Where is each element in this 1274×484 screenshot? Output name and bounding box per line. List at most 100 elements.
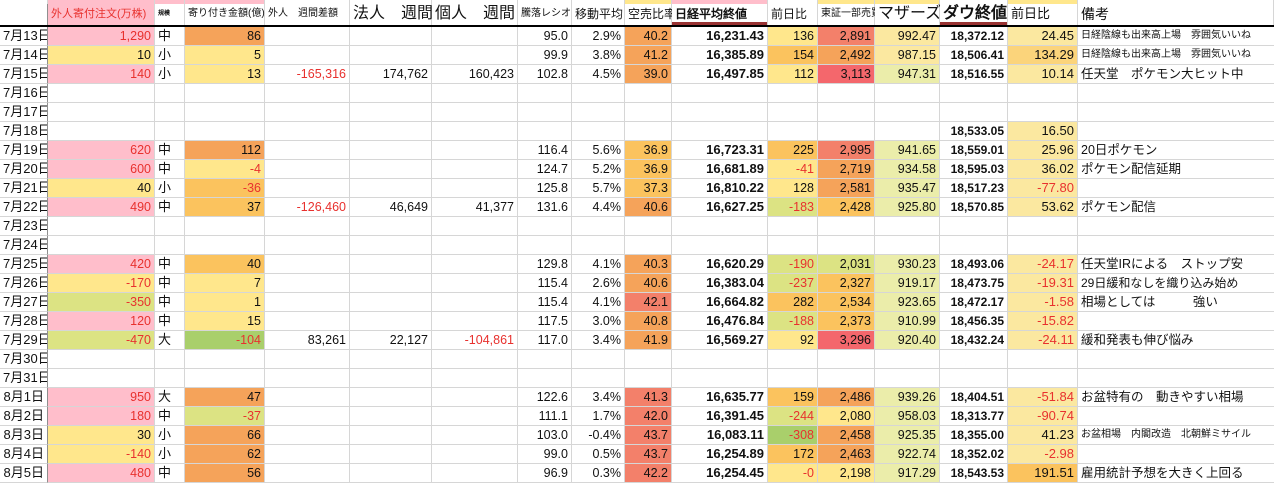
cell-short[interactable]: 42.1 [625, 293, 672, 312]
cell-size[interactable] [155, 217, 185, 236]
cell-dow[interactable]: 18,473.75 [940, 274, 1008, 293]
cell-hojin[interactable] [350, 122, 432, 141]
cell-ma[interactable]: 3.4% [572, 331, 625, 350]
cell-nikkei[interactable]: 16,254.89 [672, 445, 768, 464]
cell-memo[interactable]: ポケモン配信 [1078, 198, 1274, 217]
row-date[interactable]: 7月31日 [0, 369, 48, 388]
cell-hojin[interactable] [350, 46, 432, 65]
header-mothers[interactable]: マザーズ [875, 4, 941, 25]
cell-kojin[interactable]: 41,377 [432, 198, 518, 217]
cell-amount[interactable]: 5 [185, 46, 265, 65]
cell-short[interactable] [625, 236, 672, 255]
cell-order[interactable] [48, 369, 155, 388]
cell-dow[interactable]: 18,570.85 [940, 198, 1008, 217]
cell-mothers[interactable]: 935.47 [875, 179, 940, 198]
cell-short[interactable]: 40.2 [625, 27, 672, 46]
cell-ma[interactable]: 4.1% [572, 255, 625, 274]
cell-diff[interactable]: -237 [768, 274, 818, 293]
cell-ma[interactable] [572, 103, 625, 122]
cell-ma[interactable] [572, 236, 625, 255]
row-date[interactable]: 7月17日 [0, 103, 48, 122]
cell-gaijin[interactable] [265, 388, 350, 407]
cell-dow[interactable]: 18,432.24 [940, 331, 1008, 350]
cell-kojin[interactable]: -104,861 [432, 331, 518, 350]
cell-ratio[interactable] [518, 217, 572, 236]
cell-kojin[interactable] [432, 141, 518, 160]
cell-nikkei[interactable]: 16,681.89 [672, 160, 768, 179]
cell-ma[interactable]: 3.0% [572, 312, 625, 331]
cell-amount[interactable]: 13 [185, 65, 265, 84]
cell-tosho[interactable] [818, 122, 875, 141]
cell-nikkei[interactable]: 16,635.77 [672, 388, 768, 407]
cell-ratio[interactable]: 102.8 [518, 65, 572, 84]
cell-mothers[interactable] [875, 217, 940, 236]
cell-memo[interactable]: 相場としては 強い [1078, 293, 1274, 312]
row-date[interactable]: 7月18日 [0, 122, 48, 141]
cell-short[interactable] [625, 369, 672, 388]
cell-gaijin[interactable]: -165,316 [265, 65, 350, 84]
cell-amount[interactable]: 66 [185, 426, 265, 445]
cell-memo[interactable]: ポケモン配信延期 [1078, 160, 1274, 179]
cell-dow[interactable]: 18,559.01 [940, 141, 1008, 160]
cell-size[interactable]: 中 [155, 312, 185, 331]
cell-gaijin[interactable] [265, 312, 350, 331]
cell-ma[interactable]: 0.5% [572, 445, 625, 464]
cell-memo[interactable] [1078, 369, 1274, 388]
cell-amount[interactable] [185, 103, 265, 122]
cell-size[interactable] [155, 350, 185, 369]
cell-diff[interactable] [768, 236, 818, 255]
cell-dowdiff[interactable]: 24.45 [1008, 27, 1078, 46]
cell-short[interactable]: 41.3 [625, 388, 672, 407]
header-gaijin[interactable]: 外人 週間差額 [265, 4, 350, 25]
cell-ma[interactable] [572, 122, 625, 141]
row-date[interactable]: 7月25日 [0, 255, 48, 274]
cell-tosho[interactable]: 2,719 [818, 160, 875, 179]
cell-mothers[interactable] [875, 350, 940, 369]
cell-nikkei[interactable] [672, 369, 768, 388]
cell-mothers[interactable] [875, 122, 940, 141]
cell-memo[interactable]: 29日緩和なしを織り込み始め [1078, 274, 1274, 293]
cell-dowdiff[interactable]: -24.17 [1008, 255, 1078, 274]
cell-memo[interactable] [1078, 236, 1274, 255]
cell-amount[interactable]: 86 [185, 27, 265, 46]
cell-order[interactable]: -170 [48, 274, 155, 293]
cell-kojin[interactable] [432, 236, 518, 255]
header-tosho[interactable]: 東証一部売買 [818, 4, 881, 25]
cell-memo[interactable] [1078, 350, 1274, 369]
cell-gaijin[interactable] [265, 464, 350, 483]
cell-nikkei[interactable] [672, 103, 768, 122]
cell-nikkei[interactable]: 16,497.85 [672, 65, 768, 84]
cell-amount[interactable] [185, 236, 265, 255]
cell-ma[interactable] [572, 350, 625, 369]
cell-kojin[interactable] [432, 160, 518, 179]
cell-kojin[interactable] [432, 369, 518, 388]
cell-ma[interactable] [572, 369, 625, 388]
row-date[interactable]: 7月26日 [0, 274, 48, 293]
row-date[interactable]: 8月5日 [0, 464, 48, 483]
cell-ratio[interactable]: 125.8 [518, 179, 572, 198]
cell-memo[interactable]: 任天堂 ポケモン大ヒット中 [1078, 65, 1274, 84]
cell-ratio[interactable] [518, 350, 572, 369]
cell-mothers[interactable]: 992.47 [875, 27, 940, 46]
cell-hojin[interactable] [350, 236, 432, 255]
cell-nikkei[interactable]: 16,569.27 [672, 331, 768, 350]
cell-kojin[interactable] [432, 179, 518, 198]
header-date[interactable] [0, 4, 48, 25]
cell-tosho[interactable]: 2,031 [818, 255, 875, 274]
cell-order[interactable] [48, 350, 155, 369]
cell-ma[interactable]: 2.9% [572, 27, 625, 46]
cell-hojin[interactable] [350, 179, 432, 198]
cell-dowdiff[interactable]: 25.96 [1008, 141, 1078, 160]
cell-mothers[interactable]: 922.74 [875, 445, 940, 464]
row-date[interactable]: 7月16日 [0, 84, 48, 103]
cell-tosho[interactable] [818, 236, 875, 255]
cell-amount[interactable]: 37 [185, 198, 265, 217]
cell-short[interactable] [625, 122, 672, 141]
cell-ma[interactable]: 2.6% [572, 274, 625, 293]
cell-kojin[interactable] [432, 407, 518, 426]
cell-short[interactable]: 40.6 [625, 274, 672, 293]
cell-dow[interactable]: 18,372.12 [940, 27, 1008, 46]
cell-diff[interactable]: 112 [768, 65, 818, 84]
cell-short[interactable]: 43.7 [625, 445, 672, 464]
cell-memo[interactable] [1078, 122, 1274, 141]
